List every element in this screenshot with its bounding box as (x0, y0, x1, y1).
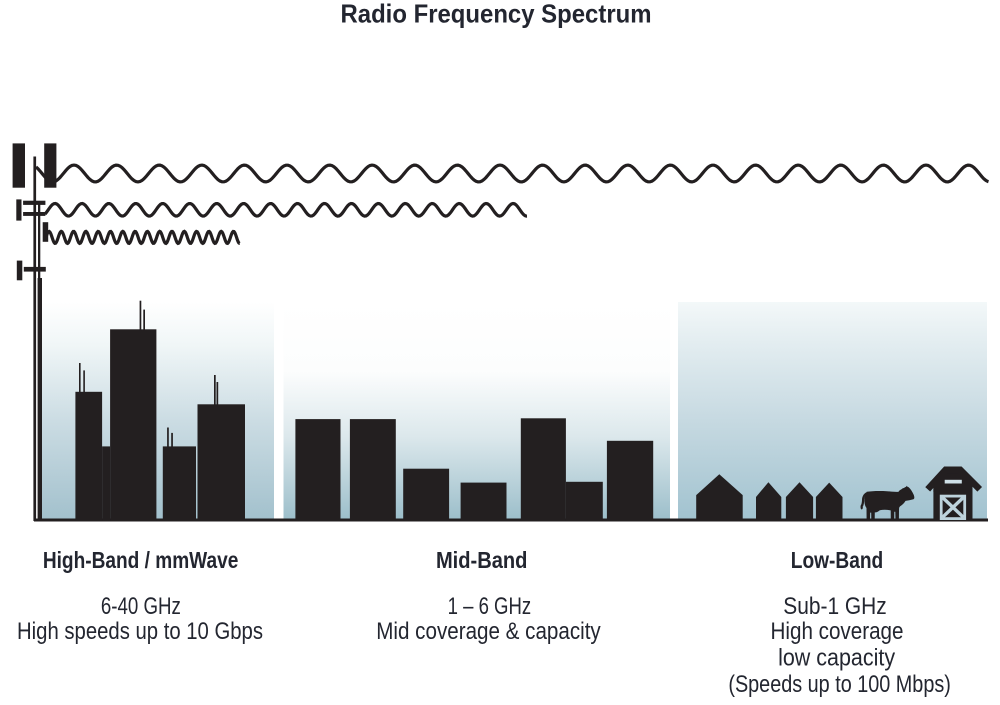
svg-text:Mid-Band: Mid-Band (436, 547, 528, 573)
svg-text:Radio Frequency Spectrum: Radio Frequency Spectrum (341, 0, 652, 29)
svg-text:(Speeds up to 100 Mbps): (Speeds up to 100 Mbps) (728, 671, 951, 698)
svg-text:High coverage: High coverage (771, 618, 904, 645)
svg-text:Sub-1 GHz: Sub-1 GHz (783, 593, 887, 620)
svg-text:1 – 6 GHz: 1 – 6 GHz (448, 593, 532, 620)
svg-text:High-Band / mmWave: High-Band / mmWave (43, 547, 239, 573)
svg-text:6-40 GHz: 6-40 GHz (101, 593, 181, 620)
svg-text:Low-Band: Low-Band (791, 547, 884, 573)
svg-text:High speeds up to 10 Gbps: High speeds up to 10 Gbps (17, 618, 263, 645)
svg-text:Mid coverage & capacity: Mid coverage & capacity (376, 618, 601, 645)
svg-text:low capacity: low capacity (778, 645, 895, 672)
